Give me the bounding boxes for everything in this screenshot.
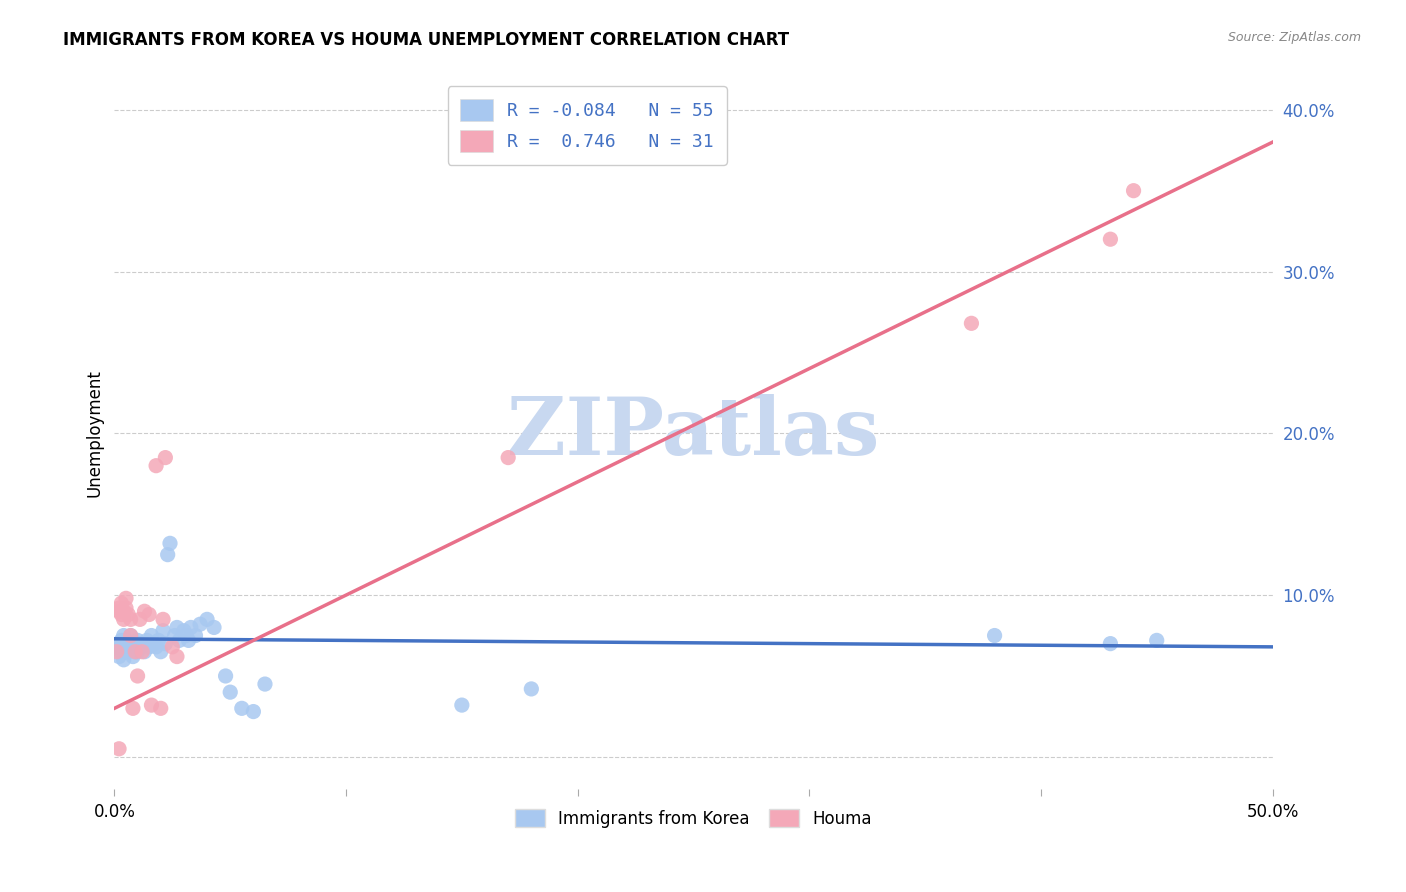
Point [155, 450, 177, 465]
Point [131, 640, 153, 654]
Point [135, 633, 157, 648]
Point [122, 637, 145, 651]
Point [117, 645, 139, 659]
Point [174, 628, 197, 642]
Point [184, 628, 207, 642]
Point [149, 645, 172, 659]
Point [128, 612, 150, 626]
Point [110, 607, 132, 622]
Point [166, 620, 188, 634]
Point [180, 620, 202, 634]
Text: Source: ZipAtlas.com: Source: ZipAtlas.com [1227, 31, 1361, 45]
Point [115, 633, 138, 648]
Point [145, 640, 167, 654]
Point [162, 640, 184, 654]
Point [108, 637, 131, 651]
Point [141, 628, 163, 642]
Point [115, 640, 138, 654]
Point [134, 645, 156, 659]
Point [120, 628, 142, 642]
Point [127, 669, 149, 683]
Point [177, 633, 200, 648]
Point [149, 701, 172, 715]
Point [115, 591, 138, 606]
Point [983, 628, 1005, 642]
Point [115, 601, 138, 615]
Point [108, 604, 131, 618]
Point [124, 640, 146, 654]
Point [120, 612, 142, 626]
Point [159, 536, 181, 550]
Point [1122, 184, 1144, 198]
Point [242, 705, 264, 719]
Point [127, 645, 149, 659]
Point [231, 701, 253, 715]
Point [131, 645, 153, 659]
Point [108, 649, 131, 664]
Point [105, 640, 128, 654]
Point [163, 628, 186, 642]
Point [1099, 232, 1122, 246]
Point [124, 645, 146, 659]
Point [219, 685, 242, 699]
Point [128, 637, 150, 651]
Point [124, 645, 146, 659]
Point [112, 604, 135, 618]
Point [152, 624, 174, 638]
Legend: Immigrants from Korea, Houma: Immigrants from Korea, Houma [508, 802, 879, 834]
Point [156, 548, 179, 562]
Point [496, 450, 519, 465]
Point [127, 633, 149, 648]
Point [105, 645, 128, 659]
Point [520, 681, 543, 696]
Point [134, 604, 156, 618]
Y-axis label: Unemployment: Unemployment [86, 369, 103, 497]
Point [173, 624, 195, 638]
Point [120, 640, 142, 654]
Point [166, 649, 188, 664]
Point [195, 612, 218, 626]
Point [1146, 633, 1168, 648]
Point [214, 669, 236, 683]
Point [112, 653, 135, 667]
Point [202, 620, 225, 634]
Point [117, 637, 139, 651]
Point [122, 701, 145, 715]
Point [148, 633, 170, 648]
Point [145, 458, 167, 473]
Point [450, 698, 472, 712]
Point [141, 698, 163, 712]
Point [188, 617, 211, 632]
Point [253, 677, 276, 691]
Point [108, 601, 131, 615]
Point [1099, 637, 1122, 651]
Point [152, 612, 174, 626]
Point [108, 741, 131, 756]
Point [117, 607, 139, 622]
Point [155, 637, 177, 651]
Point [120, 628, 142, 642]
Point [112, 612, 135, 626]
Point [122, 649, 145, 664]
Point [960, 316, 983, 330]
Text: ZIPatlas: ZIPatlas [508, 394, 880, 473]
Point [142, 637, 165, 651]
Point [110, 645, 132, 659]
Point [138, 640, 160, 654]
Text: IMMIGRANTS FROM KOREA VS HOUMA UNEMPLOYMENT CORRELATION CHART: IMMIGRANTS FROM KOREA VS HOUMA UNEMPLOYM… [63, 31, 789, 49]
Point [110, 633, 132, 648]
Point [169, 633, 191, 648]
Point [115, 645, 138, 659]
Point [110, 596, 132, 610]
Point [138, 607, 160, 622]
Point [112, 628, 135, 642]
